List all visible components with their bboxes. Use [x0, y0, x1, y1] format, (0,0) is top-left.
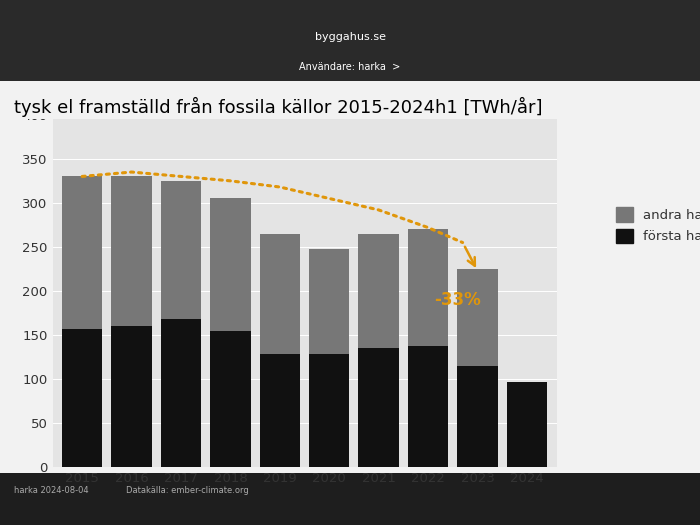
Text: Användare: harka  >: Användare: harka >: [300, 62, 400, 72]
Bar: [408, 229, 448, 345]
Bar: [62, 329, 102, 467]
Legend: andra halvåret, första halvåret: andra halvåret, första halvåret: [615, 207, 700, 243]
Bar: [358, 348, 399, 467]
Bar: [111, 326, 152, 467]
Bar: [111, 176, 152, 326]
Bar: [62, 176, 102, 329]
Bar: [260, 234, 300, 354]
Bar: [358, 234, 399, 348]
Bar: [408, 345, 448, 467]
Bar: [507, 382, 547, 467]
Bar: [457, 366, 498, 467]
Bar: [161, 319, 201, 467]
Bar: [309, 249, 349, 354]
Bar: [309, 354, 349, 467]
Bar: [210, 331, 251, 467]
Bar: [161, 181, 201, 319]
Text: tysk el framställd från fossila källor 2015-2024h1 [TWh/år]: tysk el framställd från fossila källor 2…: [14, 97, 542, 117]
Bar: [457, 269, 498, 366]
Text: byggahus.se: byggahus.se: [314, 32, 386, 41]
Text: Datakälla: ember-climate.org: Datakälla: ember-climate.org: [126, 486, 248, 496]
Text: -33%: -33%: [434, 291, 481, 309]
Text: harka 2024-08-04: harka 2024-08-04: [14, 486, 89, 496]
Bar: [260, 354, 300, 467]
Bar: [210, 198, 251, 331]
